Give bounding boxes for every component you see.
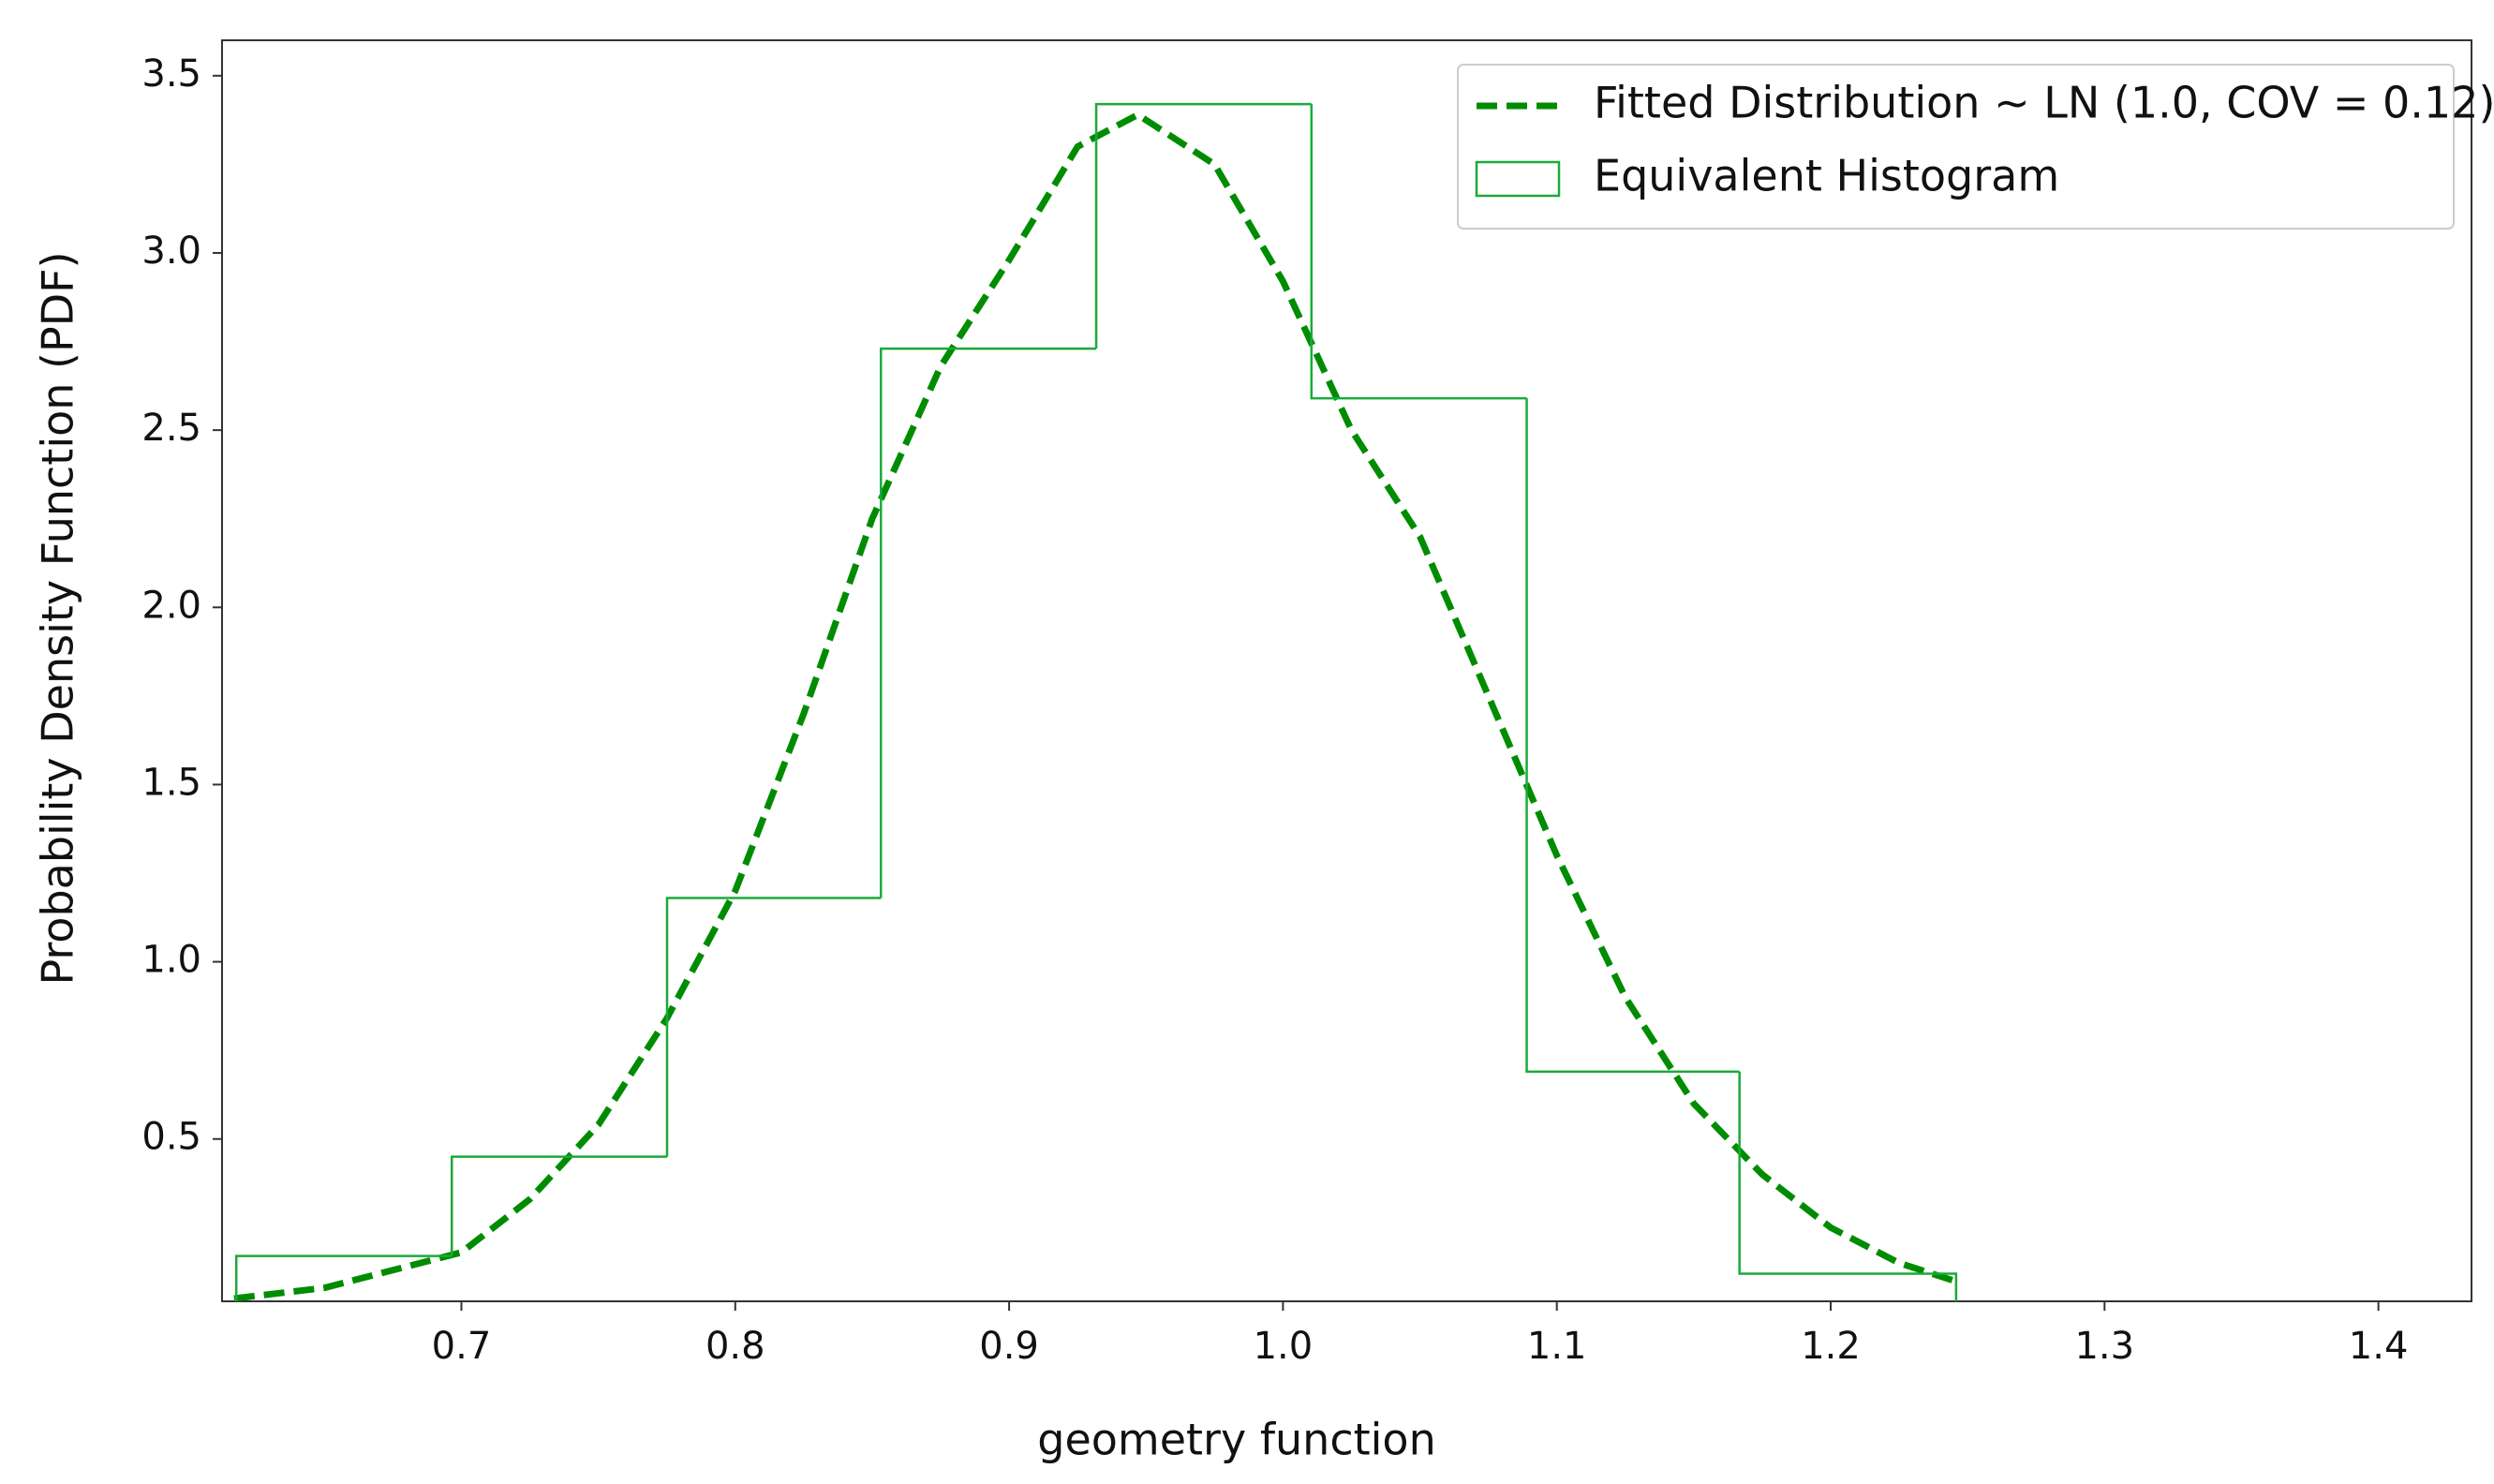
histogram-step xyxy=(450,1155,667,1256)
y-axis-label: Probability Density Function (PDF) xyxy=(33,251,83,985)
x-tick-label: 1.3 xyxy=(2074,1325,2134,1368)
fitted-curve xyxy=(233,111,1955,1301)
histogram-step xyxy=(880,347,1097,898)
y-tick-label: 1.5 xyxy=(141,761,201,804)
y-tick-label: 3.5 xyxy=(141,52,201,96)
legend-label: Equivalent Histogram xyxy=(1594,151,2059,201)
histogram-step xyxy=(234,1254,453,1301)
y-tick-label: 1.0 xyxy=(141,939,201,982)
x-tick-label: 1.1 xyxy=(1527,1325,1587,1368)
x-tick-label: 1.0 xyxy=(1254,1325,1314,1368)
histogram-step xyxy=(1310,104,1527,400)
x-tick-label: 0.9 xyxy=(979,1325,1039,1368)
legend-swatch xyxy=(1475,160,1561,198)
y-tick-label: 0.5 xyxy=(141,1116,201,1159)
x-tick-label: 1.4 xyxy=(2349,1325,2409,1368)
x-tick-label: 0.8 xyxy=(705,1325,765,1368)
histogram-step xyxy=(1525,398,1740,1074)
x-tick-label: 0.7 xyxy=(432,1325,492,1368)
legend-label: Fitted Distribution ~ LN (1.0, COV = 0.1… xyxy=(1594,78,2494,128)
legend-box xyxy=(1457,64,2455,230)
x-tick-label: 1.2 xyxy=(1801,1325,1861,1368)
x-axis-label: geometry function xyxy=(1037,1415,1435,1465)
plot-frame xyxy=(221,39,2472,1302)
histogram-step xyxy=(1094,102,1312,349)
y-tick-label: 2.0 xyxy=(141,584,201,627)
y-tick-label: 2.5 xyxy=(141,407,201,450)
histogram-step xyxy=(1738,1071,1958,1301)
histogram-step xyxy=(665,897,882,1157)
y-tick-label: 3.0 xyxy=(141,230,201,273)
